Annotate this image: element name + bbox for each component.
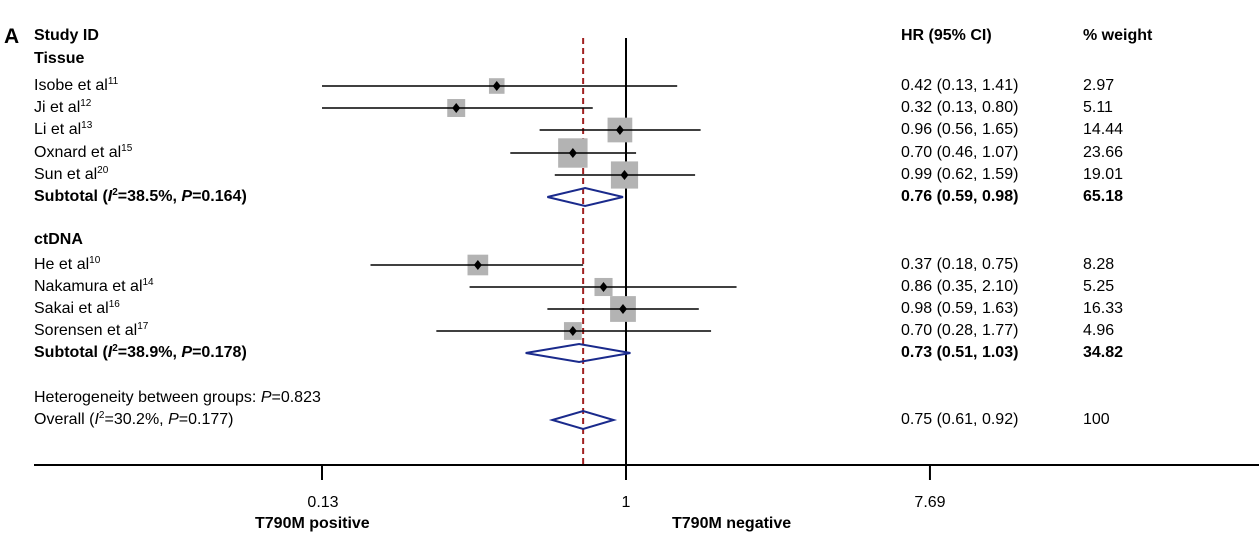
point-estimate-marker xyxy=(568,148,577,158)
study-weight-text: 2.97 xyxy=(1083,77,1115,94)
study-weight-text: 19.01 xyxy=(1083,166,1124,183)
study-label: Isobe et al11 xyxy=(34,76,119,95)
study-weight-text: 4.96 xyxy=(1083,322,1115,339)
group-label-ctdna: ctDNA xyxy=(34,231,83,248)
study-label: Li et al13 xyxy=(34,120,93,139)
x-tick-label: 0.13 xyxy=(307,494,339,511)
subtotal-weight-ctdna: 34.82 xyxy=(1083,344,1124,361)
study-weight-text: 8.28 xyxy=(1083,256,1115,273)
point-estimate-marker xyxy=(599,282,608,292)
study-label: Sakai et al16 xyxy=(34,299,120,318)
point-estimate-marker xyxy=(492,81,501,91)
subtotal-label-tissue: Subtotal (I2=38.5%, P=0.164) xyxy=(34,187,247,206)
xlabel-left: T790M positive xyxy=(255,515,370,532)
study-weight-text: 16.33 xyxy=(1083,300,1124,317)
study-label: Sorensen et al17 xyxy=(34,321,149,340)
point-estimate-marker xyxy=(620,170,629,180)
subtotal-weight-tissue: 65.18 xyxy=(1083,188,1124,205)
overall-weight-text: 100 xyxy=(1083,411,1110,428)
study-label: He et al10 xyxy=(34,255,101,274)
study-label: Nakamura et al14 xyxy=(34,277,154,296)
study-label: Sun et al20 xyxy=(34,165,109,184)
overall-diamond xyxy=(548,409,618,431)
subtotal-diamond xyxy=(525,342,631,364)
header-study-id: Study ID xyxy=(34,27,99,44)
study-label: Oxnard et al15 xyxy=(34,143,133,162)
subtotal-label-ctdna: Subtotal (I2=38.9%, P=0.178) xyxy=(34,343,247,362)
study-hr-text: 0.86 (0.35, 2.10) xyxy=(901,278,1019,295)
heterogeneity-label: Heterogeneity between groups: P=0.823 xyxy=(34,389,321,406)
point-estimate-marker xyxy=(568,326,577,336)
overall-hr-text: 0.75 (0.61, 0.92) xyxy=(901,411,1019,428)
x-tick-label: 1 xyxy=(621,494,631,511)
study-weight-text: 5.25 xyxy=(1083,278,1115,295)
xlabel-right: T790M negative xyxy=(672,515,792,532)
study-label: Ji et al12 xyxy=(34,98,92,117)
header-weight: % weight xyxy=(1083,27,1153,44)
point-estimate-marker xyxy=(473,260,482,270)
study-hr-text: 0.42 (0.13, 1.41) xyxy=(901,77,1019,94)
subtotal-hr-tissue: 0.76 (0.59, 0.98) xyxy=(901,188,1019,205)
study-hr-text: 0.37 (0.18, 0.75) xyxy=(901,256,1019,273)
point-estimate-marker xyxy=(452,103,461,113)
study-weight-text: 23.66 xyxy=(1083,144,1124,161)
study-weight-text: 14.44 xyxy=(1083,121,1124,138)
group-label-tissue: Tissue xyxy=(34,50,85,67)
subtotal-hr-ctdna: 0.73 (0.51, 1.03) xyxy=(901,344,1019,361)
study-hr-text: 0.96 (0.56, 1.65) xyxy=(901,121,1019,138)
panel-letter: A xyxy=(4,25,20,48)
x-tick-label: 7.69 xyxy=(914,494,946,511)
point-estimate-marker xyxy=(618,304,627,314)
overall-label: Overall (I2=30.2%, P=0.177) xyxy=(34,410,234,429)
study-hr-text: 0.32 (0.13, 0.80) xyxy=(901,99,1019,116)
study-hr-text: 0.99 (0.62, 1.59) xyxy=(901,166,1019,183)
study-hr-text: 0.70 (0.28, 1.77) xyxy=(901,322,1019,339)
study-hr-text: 0.70 (0.46, 1.07) xyxy=(901,144,1019,161)
subtotal-diamond xyxy=(547,186,624,208)
study-hr-text: 0.98 (0.59, 1.63) xyxy=(901,300,1019,317)
study-weight-text: 5.11 xyxy=(1083,99,1113,116)
header-hr: HR (95% CI) xyxy=(901,27,992,44)
point-estimate-marker xyxy=(615,125,624,135)
